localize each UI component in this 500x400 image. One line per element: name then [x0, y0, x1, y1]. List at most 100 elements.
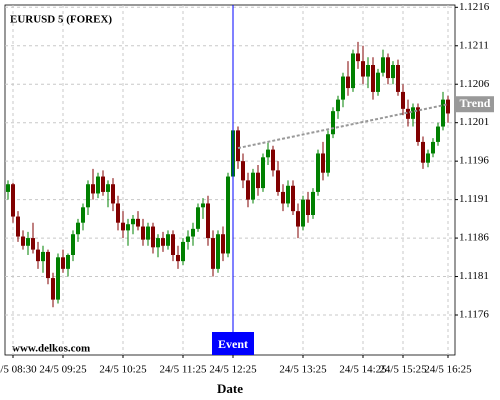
- x-tick-label: 24/5 11:25: [160, 364, 207, 376]
- candle-body: [301, 199, 305, 227]
- x-tick-label: 24/5 14:25: [339, 364, 387, 376]
- candle-body: [406, 108, 410, 119]
- candle-body: [401, 91, 405, 109]
- candle-body: [241, 161, 245, 181]
- candle-body: [206, 203, 210, 239]
- candle-body: [276, 170, 280, 192]
- candle-body: [256, 172, 260, 189]
- candle-body: [161, 238, 165, 246]
- candle-body: [81, 207, 85, 223]
- y-tick-label: 1.1201: [459, 116, 489, 128]
- candle-body: [111, 184, 115, 204]
- x-tick-label: 24/5 12:25: [209, 364, 257, 376]
- candle-body: [226, 176, 230, 254]
- candle-body: [436, 126, 440, 142]
- candle-body: [246, 180, 250, 200]
- candle-body: [306, 199, 310, 215]
- y-tick-label: 1.1206: [459, 78, 490, 90]
- candle-body: [216, 234, 220, 269]
- event-label-box: [212, 332, 254, 355]
- candle-body: [286, 185, 290, 204]
- trend-label: Trend: [460, 96, 491, 110]
- candle-body: [271, 149, 275, 171]
- y-tick-label: 1.1216: [459, 1, 490, 13]
- x-tick-label: 24/5 08:30: [0, 364, 37, 376]
- candle-body: [131, 218, 135, 225]
- x-tick-label: 24/5 10:25: [99, 364, 147, 376]
- candle-body: [351, 53, 355, 89]
- candle-body: [101, 176, 105, 192]
- candle-body: [396, 65, 400, 92]
- candle-body: [326, 134, 330, 173]
- candle-body: [371, 65, 375, 92]
- candle-body: [186, 236, 190, 242]
- chart-title: EURUSD 5 (FOREX): [10, 14, 112, 26]
- candle-body: [181, 241, 185, 262]
- y-tick-label: 1.1186: [459, 232, 489, 244]
- candle-body: [156, 238, 160, 248]
- candle-body: [136, 218, 140, 227]
- candle-body: [441, 99, 445, 127]
- candle-body: [176, 255, 180, 262]
- candle-body: [336, 99, 340, 112]
- candle-body: [6, 184, 10, 192]
- candle-body: [346, 76, 350, 89]
- candle-body: [11, 184, 15, 217]
- candle-body: [431, 141, 435, 154]
- candle-body: [446, 99, 450, 114]
- y-tick-label: 1.1176: [459, 309, 489, 321]
- candle-body: [196, 207, 200, 229]
- candle-body: [426, 153, 430, 163]
- candle-body: [96, 176, 100, 194]
- candle-body: [356, 53, 360, 62]
- candle-body: [16, 216, 20, 237]
- candle-body: [51, 278, 55, 300]
- y-tick-label: 1.1191: [459, 193, 489, 205]
- candle-body: [366, 65, 370, 77]
- candle-body: [331, 111, 335, 135]
- watermark: www.delkos.com: [12, 343, 90, 355]
- candle-body: [21, 236, 25, 246]
- candle-body: [66, 255, 70, 269]
- candle-body: [311, 191, 315, 215]
- y-tick-label: 1.1196: [459, 155, 489, 167]
- candle-body: [56, 257, 60, 300]
- candle-body: [141, 226, 145, 240]
- candle-body: [146, 226, 150, 240]
- candle-body: [171, 234, 175, 255]
- candle-body: [71, 234, 75, 255]
- candle-body: [46, 251, 50, 279]
- x-axis-label: Date: [217, 381, 243, 396]
- candle-body: [76, 222, 80, 235]
- x-tick-label: 24/5 13:25: [279, 364, 327, 376]
- candle-body: [261, 157, 265, 189]
- candle-body: [151, 226, 155, 248]
- candle-body: [211, 238, 215, 269]
- candle-body: [386, 57, 390, 79]
- event-label: Event: [218, 337, 248, 351]
- candle-body: [201, 203, 205, 208]
- candle-body: [321, 153, 325, 173]
- candle-body: [126, 224, 130, 231]
- y-tick-label: 1.1211: [459, 39, 489, 51]
- candle-body: [41, 251, 45, 262]
- candle-body: [26, 238, 30, 246]
- candle-body: [416, 107, 420, 142]
- candle-body: [91, 184, 95, 194]
- y-tick-label: 1.1181: [459, 270, 489, 282]
- candle-body: [106, 184, 110, 192]
- candle-body: [361, 61, 365, 77]
- candle-body: [341, 76, 345, 100]
- x-tick-label: 24/5 09:25: [39, 364, 87, 376]
- candle-body: [166, 234, 170, 246]
- candle-body: [221, 234, 225, 254]
- candle-body: [86, 184, 90, 208]
- candle-body: [411, 107, 415, 119]
- candle-body: [116, 203, 120, 223]
- candle-body: [266, 149, 270, 158]
- candle-body: [291, 185, 295, 212]
- candle-body: [421, 141, 425, 163]
- candle-body: [296, 211, 300, 227]
